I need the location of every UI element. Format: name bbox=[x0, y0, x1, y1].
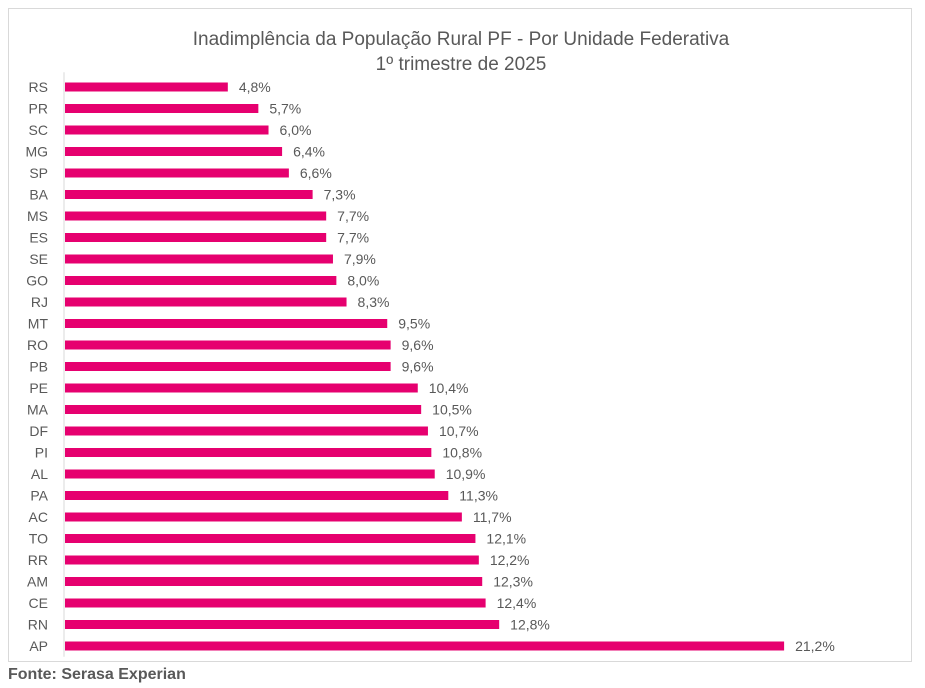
category-tick-label: RS bbox=[29, 79, 48, 95]
data-label: 7,3% bbox=[324, 187, 356, 203]
data-label: 6,6% bbox=[300, 165, 332, 181]
data-label: 7,7% bbox=[337, 208, 369, 224]
bar-ma bbox=[65, 405, 422, 414]
category-tick-label: MG bbox=[25, 144, 48, 160]
bar-es bbox=[65, 233, 327, 242]
category-tick-label: MS bbox=[27, 208, 48, 224]
category-tick-label: AL bbox=[31, 466, 48, 482]
bar-sc bbox=[65, 125, 269, 135]
bar-ba bbox=[65, 190, 313, 199]
bar-pe bbox=[65, 383, 418, 393]
data-label: 11,3% bbox=[459, 488, 498, 504]
category-tick-label: RN bbox=[28, 617, 48, 633]
source-note: Fonte: Serasa Experian bbox=[8, 666, 186, 683]
bar-mt bbox=[65, 319, 388, 328]
data-label: 8,0% bbox=[347, 273, 379, 289]
category-tick-label: SC bbox=[29, 122, 48, 138]
bar-rs bbox=[65, 82, 228, 92]
data-label: 10,4% bbox=[429, 380, 469, 396]
bar-ce bbox=[65, 598, 486, 608]
bar-ac bbox=[65, 512, 462, 522]
bar-al bbox=[65, 469, 435, 479]
data-label: 6,4% bbox=[293, 144, 325, 160]
data-label: 12,2% bbox=[490, 552, 530, 568]
bar-sp bbox=[65, 168, 289, 178]
bar-mg bbox=[65, 147, 283, 156]
data-label: 8,3% bbox=[358, 294, 390, 310]
category-tick-label: MT bbox=[28, 316, 49, 332]
category-tick-label: ES bbox=[29, 230, 48, 246]
data-label: 6,0% bbox=[280, 122, 312, 138]
bar-rj bbox=[65, 297, 347, 307]
category-tick-label: GO bbox=[26, 273, 48, 289]
category-tick-label: PB bbox=[29, 359, 48, 375]
category-tick-label: SP bbox=[29, 165, 48, 181]
category-tick-label: SE bbox=[29, 251, 48, 267]
bar-ro bbox=[65, 340, 391, 350]
chart-frame: Inadimplência da População Rural PF - Po… bbox=[8, 8, 912, 662]
category-tick-label: PI bbox=[35, 445, 48, 461]
category-tick-label: DF bbox=[29, 423, 48, 439]
chart-title: Inadimplência da População Rural PF - Po… bbox=[9, 27, 913, 77]
data-label: 10,9% bbox=[446, 466, 486, 482]
category-tick-label: BA bbox=[29, 187, 48, 203]
category-tick-label: RO bbox=[27, 337, 48, 353]
data-label: 9,6% bbox=[402, 337, 434, 353]
bar-df bbox=[65, 426, 428, 436]
category-tick-label: AC bbox=[29, 509, 48, 525]
data-label: 5,7% bbox=[269, 101, 301, 117]
category-tick-label: PE bbox=[29, 380, 48, 396]
bar-se bbox=[65, 254, 333, 264]
data-label: 11,7% bbox=[473, 509, 512, 525]
category-tick-label: MA bbox=[27, 402, 49, 418]
bar-chart: RS 4,8% PR 5,7% SC 6,0% MG 6,4% SP 6,6% BA 7,3% MS 7,… bbox=[25, 72, 835, 657]
category-tick-label: RJ bbox=[31, 294, 48, 310]
bar-go bbox=[65, 276, 337, 285]
data-label: 7,9% bbox=[344, 251, 376, 267]
bar-ap bbox=[65, 641, 785, 651]
category-tick-label: RR bbox=[28, 552, 48, 568]
data-label: 9,5% bbox=[398, 316, 430, 332]
data-label: 10,8% bbox=[442, 445, 482, 461]
data-label: 12,1% bbox=[486, 531, 526, 547]
data-label: 4,8% bbox=[239, 79, 271, 95]
data-label: 12,8% bbox=[510, 617, 550, 633]
data-label: 9,6% bbox=[402, 359, 434, 375]
category-tick-label: PR bbox=[29, 101, 48, 117]
bar-rn bbox=[65, 620, 500, 629]
bar-pr bbox=[65, 104, 259, 113]
bar-am bbox=[65, 577, 483, 586]
category-tick-label: AM bbox=[27, 574, 48, 590]
data-label: 12,3% bbox=[493, 574, 533, 590]
category-tick-label: AP bbox=[29, 638, 48, 654]
chart-title-line: Inadimplência da População Rural PF - Po… bbox=[192, 29, 730, 50]
bar-pa bbox=[65, 491, 449, 500]
bar-pi bbox=[65, 448, 432, 457]
chart-subtitle: 1º trimestre de 2025 bbox=[375, 54, 547, 75]
category-tick-label: PA bbox=[30, 488, 48, 504]
data-label: 21,2% bbox=[795, 638, 835, 654]
data-label: 10,7% bbox=[439, 423, 479, 439]
category-tick-label: CE bbox=[29, 595, 48, 611]
data-label: 12,4% bbox=[497, 595, 537, 611]
category-tick-label: TO bbox=[29, 531, 48, 547]
data-label: 7,7% bbox=[337, 230, 369, 246]
bar-to bbox=[65, 534, 476, 543]
bar-rr bbox=[65, 555, 479, 565]
bar-pb bbox=[65, 362, 391, 371]
bar-ms bbox=[65, 211, 327, 221]
data-label: 10,5% bbox=[432, 402, 472, 418]
